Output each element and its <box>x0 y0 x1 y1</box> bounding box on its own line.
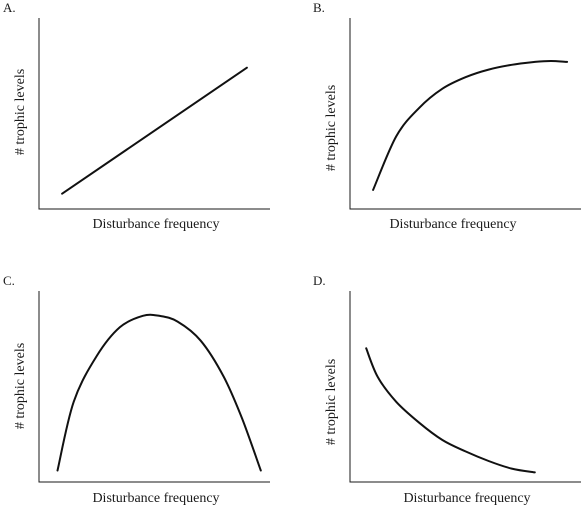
panel-c-curve <box>56 313 262 472</box>
panel-b-curve <box>372 59 569 191</box>
panel-d-curve <box>365 347 536 474</box>
panel-b: B. # trophic levels Disturbance frequenc… <box>313 0 581 232</box>
panel-d-y-axis-label: # trophic levels <box>324 359 339 445</box>
panel-c-x-axis-label: Disturbance frequency <box>92 491 219 506</box>
panel-c-axes <box>38 291 270 483</box>
panel-d: D. # trophic levels Disturbance frequenc… <box>313 273 581 506</box>
panel-b-y-axis-label: # trophic levels <box>324 85 339 171</box>
panel-d-x-axis-label: Disturbance frequency <box>403 491 530 506</box>
panel-d-letter: D. <box>313 273 326 288</box>
panel-b-axes <box>349 18 581 210</box>
panel-a-letter: A. <box>3 0 16 15</box>
panel-a-axes <box>38 18 270 210</box>
panel-b-letter: B. <box>313 0 325 15</box>
panel-a-y-axis-label: # trophic levels <box>13 69 28 155</box>
panel-c: C. # trophic levels Disturbance frequenc… <box>3 273 270 506</box>
panel-c-y-axis-label: # trophic levels <box>13 343 28 429</box>
panel-a-curve <box>61 66 248 195</box>
panel-a: A. # trophic levels Disturbance frequenc… <box>3 0 270 232</box>
panel-c-letter: C. <box>3 273 15 288</box>
panel-d-axes <box>349 291 581 483</box>
panel-b-x-axis-label: Disturbance frequency <box>389 217 516 232</box>
panel-a-x-axis-label: Disturbance frequency <box>92 217 219 232</box>
